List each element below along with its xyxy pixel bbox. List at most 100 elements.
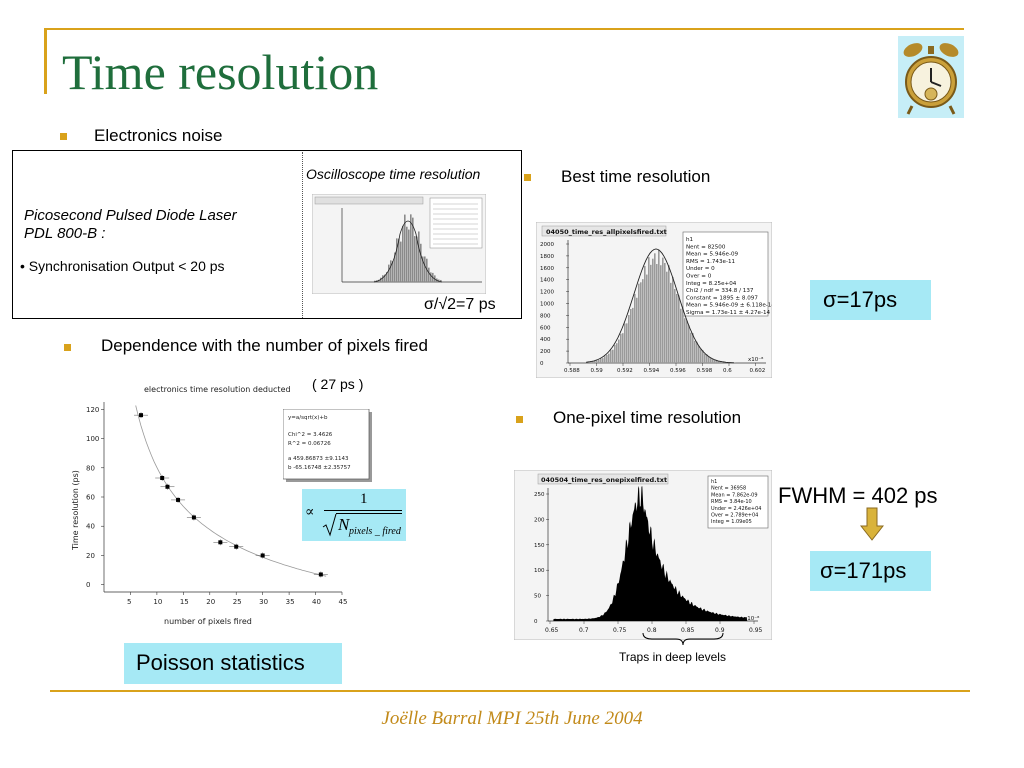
fit-line: R^2 = 0.06726	[288, 441, 331, 447]
formula-numerator: 1	[360, 491, 368, 507]
best-bar	[666, 271, 668, 363]
best-bar	[624, 323, 626, 363]
best-bar	[694, 340, 696, 363]
best-bar	[662, 257, 664, 363]
best-stat-line: Mean = 5.946e-09 ± 6.118e-14	[686, 303, 772, 309]
scope-bar	[428, 267, 430, 282]
scope-bar	[398, 238, 400, 282]
data-point	[165, 484, 170, 489]
one-pixel-x-tick: 0.8	[647, 627, 657, 634]
best-stat-line: h1	[686, 237, 694, 243]
one-pixel-stat-line: Nent = 36958	[711, 486, 746, 492]
bullet-electronics-noise: Electronics noise	[94, 126, 223, 145]
scope-histogram	[312, 194, 486, 294]
scope-bar	[414, 236, 416, 282]
best-bar	[680, 308, 682, 363]
traps-brace	[642, 632, 724, 646]
best-y-tick: 1600	[540, 266, 554, 272]
scope-bar	[412, 217, 414, 282]
best-bar	[638, 283, 640, 363]
best-stat-line: Integ = 8.25e+04	[686, 281, 737, 287]
best-bar	[696, 341, 698, 363]
best-bar	[720, 361, 722, 363]
best-x-tick: 0.588	[564, 368, 580, 374]
bullet-best-resolution: Best time resolution	[561, 167, 711, 186]
best-y-tick: 0	[540, 361, 544, 367]
best-bar	[676, 293, 678, 363]
scope-bar	[388, 264, 390, 282]
alarm-clock-icon	[898, 36, 964, 118]
scope-bar	[390, 260, 392, 282]
best-bar	[602, 358, 604, 363]
best-y-tick: 600	[540, 325, 551, 331]
best-bar	[698, 346, 700, 363]
best-y-tick: 1800	[540, 254, 554, 260]
y-tick-label: 100	[86, 435, 99, 443]
best-y-tick: 1000	[540, 302, 554, 308]
scope-bar	[382, 275, 384, 282]
best-bar	[670, 282, 672, 363]
data-point	[234, 544, 239, 549]
best-x-tick: 0.596	[670, 368, 686, 374]
best-bar	[660, 265, 662, 363]
x-tick-label: 20	[206, 598, 215, 606]
best-bar	[636, 297, 638, 363]
best-sigma-box: σ=17ps	[810, 280, 931, 320]
data-point	[160, 476, 165, 480]
best-bar	[646, 274, 648, 363]
best-bar	[692, 333, 694, 363]
best-bar	[600, 358, 602, 363]
scope-bar	[394, 252, 396, 282]
scope-bar	[426, 258, 428, 282]
scope-bar	[430, 272, 432, 282]
x-tick-label: 30	[259, 598, 268, 606]
one-pixel-stat-line: RMS = 3.84e-10	[711, 499, 752, 505]
one-pixel-y-tick: 200	[534, 517, 545, 523]
chart-title: electronics time resolution deducted	[144, 385, 291, 394]
one-pixel-y-tick: 0	[534, 619, 538, 625]
scope-bar	[384, 274, 386, 282]
best-y-tick: 2000	[540, 242, 554, 248]
bullet-marker	[60, 133, 67, 140]
best-y-tick: 400	[540, 337, 551, 343]
dependence-note: ( 27 ps )	[312, 376, 364, 392]
formula-sqrt-sign	[322, 513, 337, 537]
best-stat-line: Constant = 1895 ± 8.097	[686, 295, 758, 301]
formula-sqrt-bar	[336, 513, 402, 514]
best-x-tick: 0.598	[697, 368, 713, 374]
best-x-tick: 0.59	[591, 368, 604, 374]
fit-line: b -65.16748 ±2.35757	[288, 465, 351, 471]
best-bar	[656, 264, 658, 363]
best-bar	[594, 361, 596, 363]
one-pixel-x-tick: 0.7	[579, 627, 589, 634]
x-tick-label: 35	[286, 598, 295, 606]
traps-label: Traps in deep levels	[619, 650, 726, 664]
footer-text: Joëlle Barral MPI 25th June 2004	[381, 708, 643, 729]
best-bar	[634, 293, 636, 363]
best-bar	[588, 362, 590, 363]
laser-box	[12, 150, 522, 319]
best-bar	[592, 361, 594, 363]
one-pixel-y-tick: 100	[534, 568, 545, 574]
y-tick-label: 40	[86, 523, 95, 531]
scope-bar	[392, 260, 394, 282]
best-x-tick: 0.592	[617, 368, 633, 374]
footer-rule	[50, 690, 970, 692]
best-bar	[610, 350, 612, 363]
scope-bar	[374, 280, 376, 282]
one-pixel-x-tick: 0.75	[613, 627, 627, 634]
one-pixel-y-tick: 50	[534, 594, 541, 600]
best-histogram: 04050_time_res_allpixelsfired.txt h1Nent…	[536, 222, 772, 378]
one-pixel-sigma-box: σ=171ps	[810, 551, 931, 591]
y-tick-label: 60	[86, 494, 95, 502]
best-y-tick: 800	[540, 313, 551, 319]
x-tick-label: 15	[180, 598, 189, 606]
best-bar	[714, 359, 716, 363]
best-bar	[710, 357, 712, 363]
poisson-label: Poisson statistics	[136, 650, 305, 675]
best-bar	[616, 343, 618, 363]
one-pixel-x-tick: 0.85	[681, 627, 695, 634]
best-sigma: σ=17ps	[823, 287, 898, 312]
page-title: Time resolution	[62, 44, 379, 100]
dependence-chart: electronics time resolution deducted 5 10…	[71, 385, 347, 626]
